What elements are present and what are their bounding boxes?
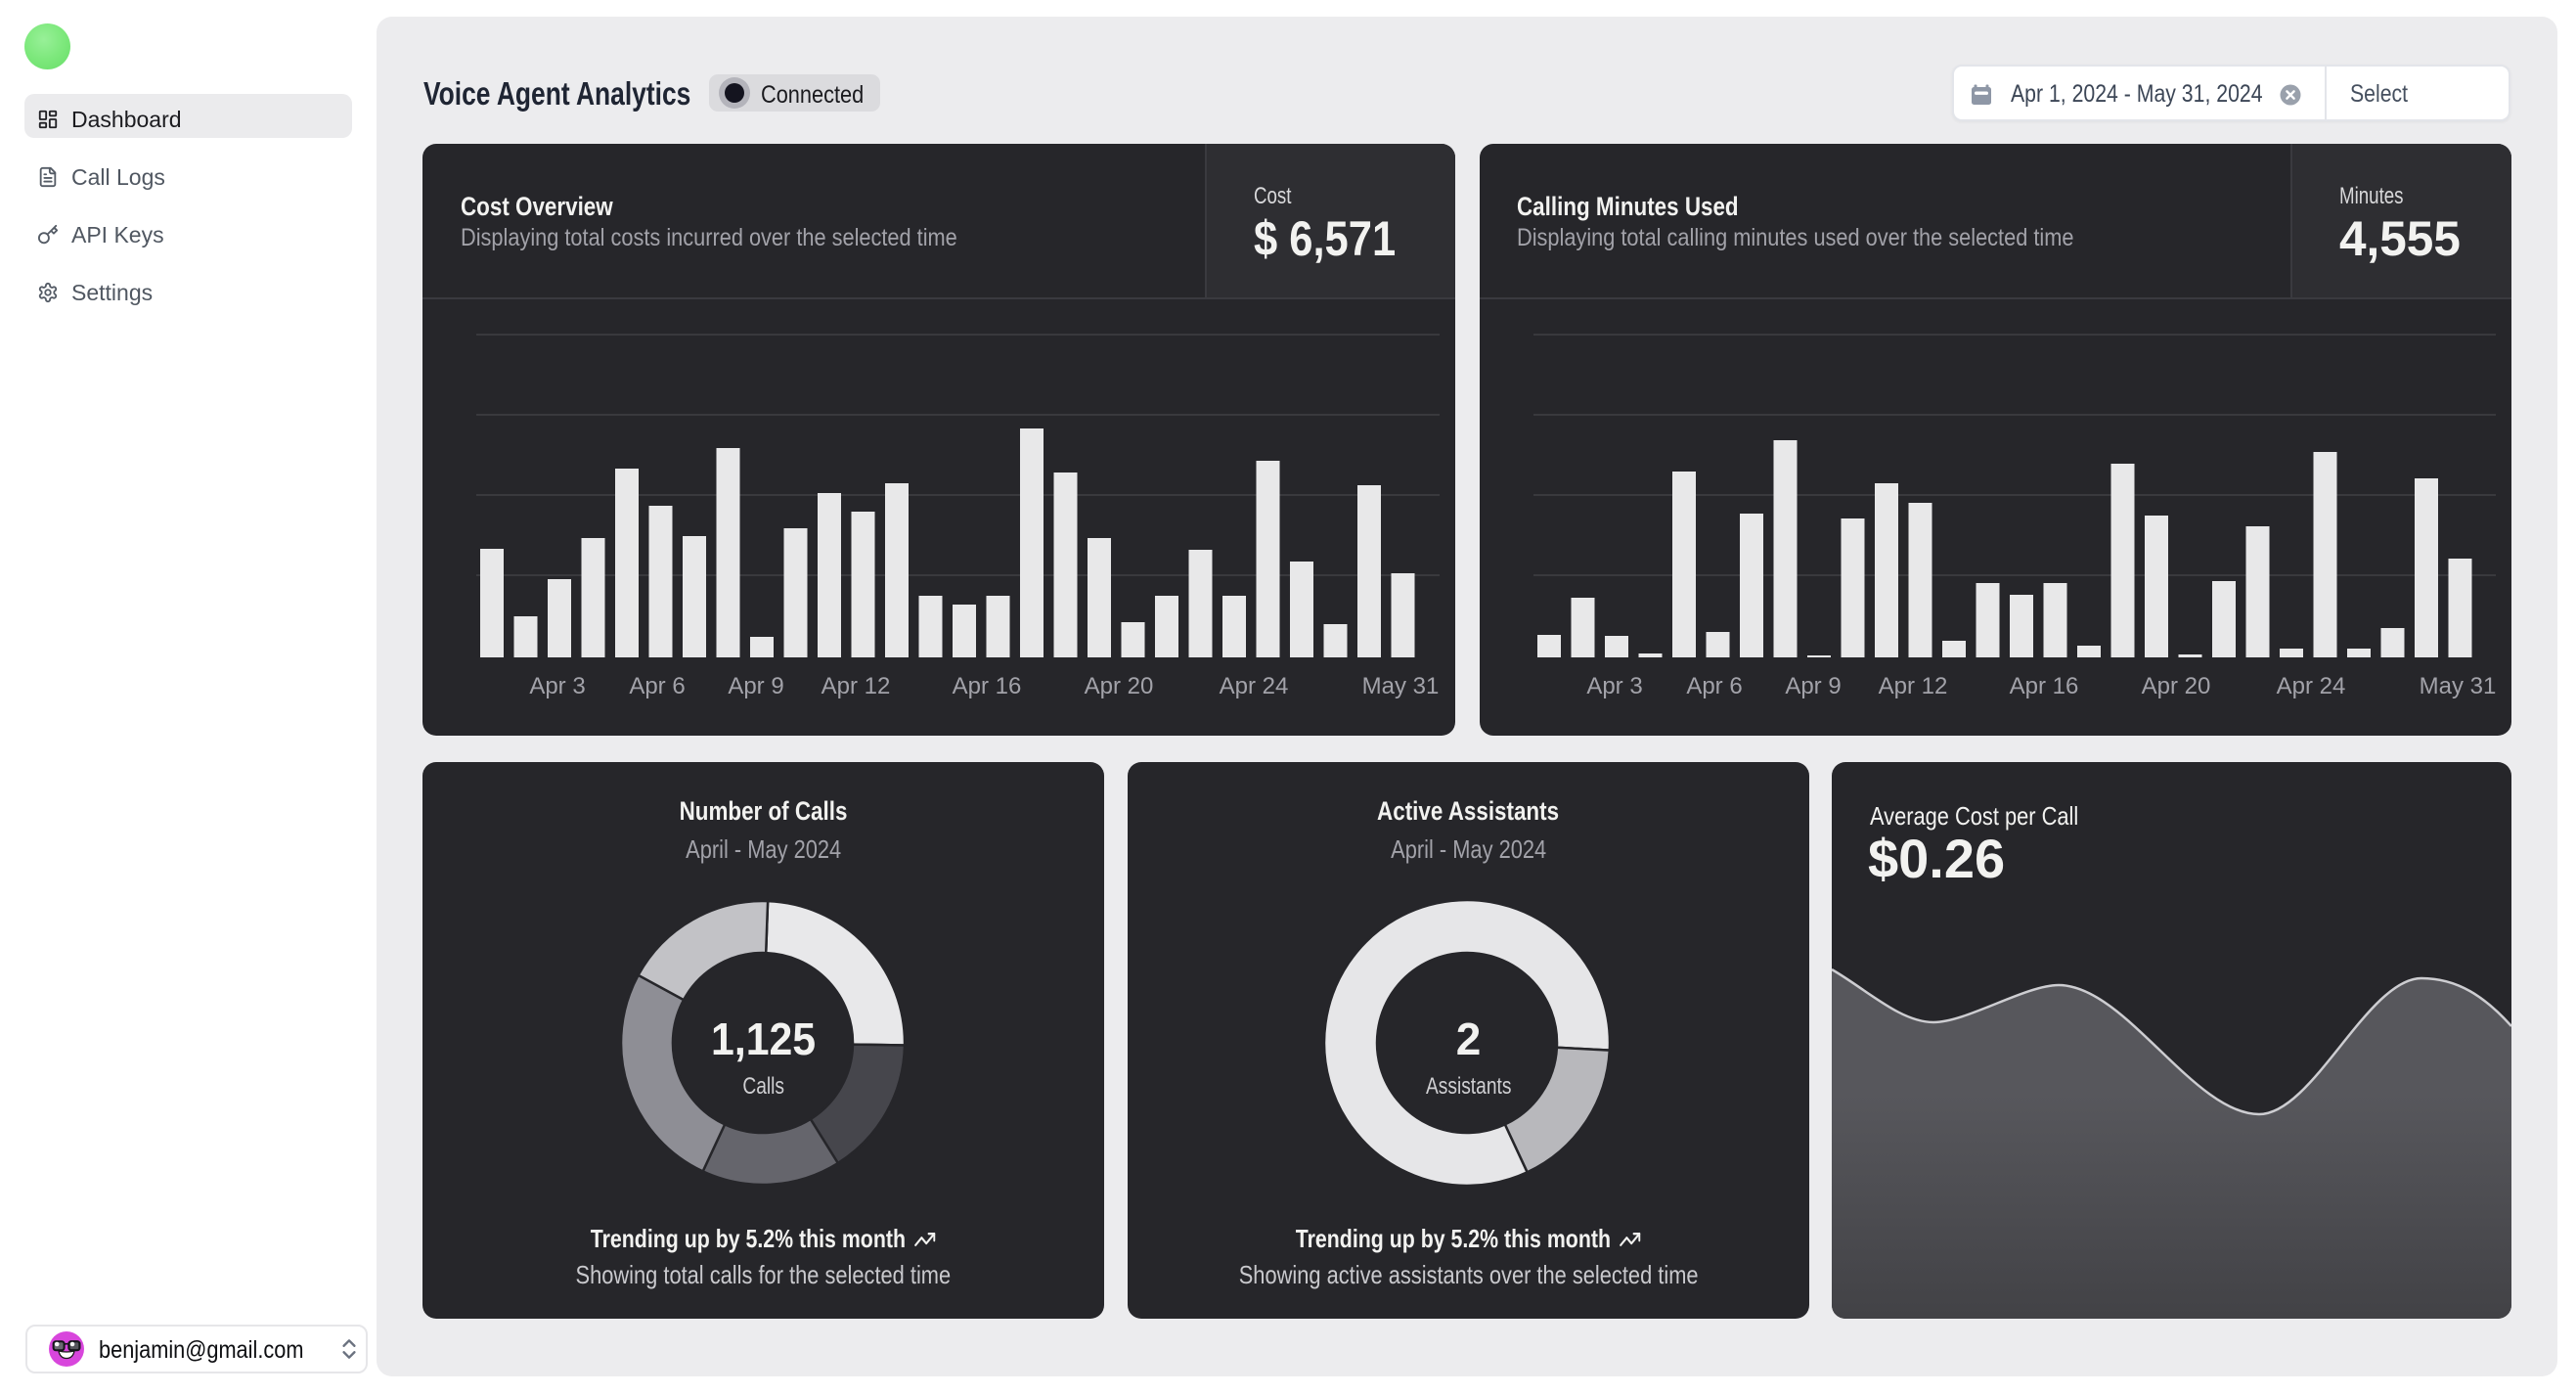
svg-text:Apr 20: Apr 20 [1085, 673, 1154, 699]
svg-text:Apr 9: Apr 9 [1785, 673, 1841, 699]
svg-text:May 31: May 31 [2420, 673, 2497, 699]
svg-text:Apr 12: Apr 12 [822, 673, 891, 699]
svg-text:Apr 6: Apr 6 [629, 673, 685, 699]
svg-text:Apr 12: Apr 12 [1879, 673, 1948, 699]
svg-text:Apr 3: Apr 3 [1586, 673, 1642, 699]
svg-text:Apr 24: Apr 24 [1220, 673, 1289, 699]
svg-text:Apr 16: Apr 16 [953, 673, 1022, 699]
svg-text:Apr 24: Apr 24 [2277, 673, 2346, 699]
svg-text:Apr 9: Apr 9 [728, 673, 783, 699]
svg-text:Apr 20: Apr 20 [2142, 673, 2211, 699]
svg-text:Apr 16: Apr 16 [2010, 673, 2079, 699]
svg-text:Apr 6: Apr 6 [1686, 673, 1742, 699]
svg-text:May 31: May 31 [1362, 673, 1440, 699]
svg-text:Apr 3: Apr 3 [529, 673, 585, 699]
